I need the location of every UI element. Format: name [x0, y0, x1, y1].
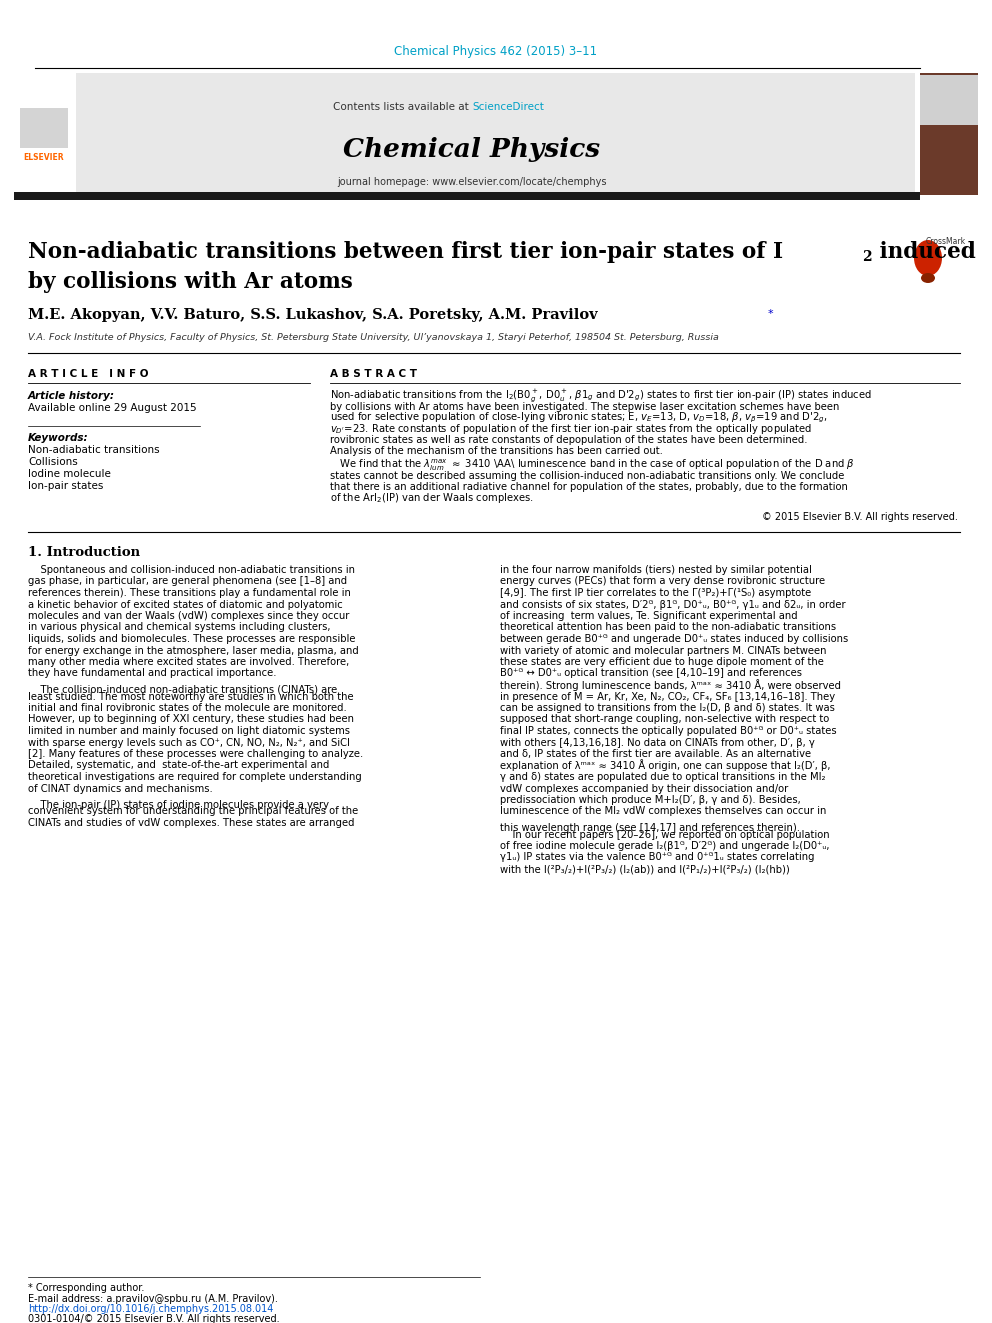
Text: with variety of atomic and molecular partners M. CINATs between: with variety of atomic and molecular par… — [500, 646, 826, 655]
Text: Collisions: Collisions — [28, 456, 77, 467]
Text: with sparse energy levels such as CO⁺, CN, NO, N₂, N₂⁺, and SiCl: with sparse energy levels such as CO⁺, C… — [28, 737, 350, 747]
Text: Chemical Physics 462 (2015) 3–11: Chemical Physics 462 (2015) 3–11 — [395, 45, 597, 58]
Text: supposed that short-range coupling, non-selective with respect to: supposed that short-range coupling, non-… — [500, 714, 829, 725]
Text: theoretical investigations are required for complete understanding: theoretical investigations are required … — [28, 773, 362, 782]
Text: Detailed, systematic, and  state-of-the-art experimental and: Detailed, systematic, and state-of-the-a… — [28, 761, 329, 770]
Text: Ion-pair states: Ion-pair states — [28, 482, 103, 491]
Text: these states are very efficient due to huge dipole moment of the: these states are very efficient due to h… — [500, 658, 824, 667]
Text: that there is an additional radiative channel for population of the states, prob: that there is an additional radiative ch… — [330, 482, 848, 492]
Text: luminescence of the MI₂ vdW complexes themselves can occur in: luminescence of the MI₂ vdW complexes th… — [500, 807, 826, 816]
Text: V.A. Fock Institute of Physics, Faculty of Physics, St. Petersburg State Univers: V.A. Fock Institute of Physics, Faculty … — [28, 333, 719, 343]
Text: The ion-pair (IP) states of iodine molecules provide a very: The ion-pair (IP) states of iodine molec… — [28, 800, 329, 810]
Text: induced: induced — [872, 241, 976, 263]
Text: Non-adiabatic transitions: Non-adiabatic transitions — [28, 445, 160, 455]
Text: convenient system for understanding the principal features of the: convenient system for understanding the … — [28, 807, 358, 816]
Text: rovibronic states as well as rate constants of depopulation of the states have b: rovibronic states as well as rate consta… — [330, 435, 807, 445]
Text: they have fundamental and practical importance.: they have fundamental and practical impo… — [28, 668, 277, 679]
Text: Iodine molecule: Iodine molecule — [28, 468, 111, 479]
Bar — [920, 73, 978, 194]
Text: E-mail address: a.pravilov@spbu.ru (A.M. Pravilov).: E-mail address: a.pravilov@spbu.ru (A.M.… — [28, 1294, 278, 1304]
Text: limited in number and mainly focused on light diatomic systems: limited in number and mainly focused on … — [28, 726, 350, 736]
Text: least studied. The most noteworthy are studies in which both the: least studied. The most noteworthy are s… — [28, 692, 353, 701]
Text: ScienceDirect: ScienceDirect — [472, 102, 544, 112]
Text: Chemical Physics: Chemical Physics — [343, 138, 600, 163]
Text: gas phase, in particular, are general phenomena (see [1–8] and: gas phase, in particular, are general ph… — [28, 577, 347, 586]
Text: predissociation which produce M+I₂(D′, β, γ and δ). Besides,: predissociation which produce M+I₂(D′, β… — [500, 795, 801, 804]
Text: γ1ᵤ) IP states via the valence B0⁺ᴳ and 0⁺ᴳ1ᵤ states correlating: γ1ᵤ) IP states via the valence B0⁺ᴳ and … — [500, 852, 814, 863]
Text: In our recent papers [20–26], we reported on optical population: In our recent papers [20–26], we reporte… — [500, 830, 829, 840]
Text: for energy exchange in the atmosphere, laser media, plasma, and: for energy exchange in the atmosphere, l… — [28, 646, 359, 655]
Text: CrossMark: CrossMark — [926, 238, 966, 246]
Text: references therein). These transitions play a fundamental role in: references therein). These transitions p… — [28, 587, 351, 598]
Text: Keywords:: Keywords: — [28, 433, 88, 443]
Text: in presence of M = Ar, Kr, Xe, N₂, CO₂, CF₄, SF₆ [13,14,16–18]. They: in presence of M = Ar, Kr, Xe, N₂, CO₂, … — [500, 692, 835, 701]
Text: ELSEVIER: ELSEVIER — [24, 153, 64, 163]
Ellipse shape — [914, 239, 942, 277]
Text: γ and δ) states are populated due to optical transitions in the MI₂: γ and δ) states are populated due to opt… — [500, 773, 825, 782]
Text: with others [4,13,16,18]. No data on CINATs from other, D′, β, γ: with others [4,13,16,18]. No data on CIN… — [500, 737, 814, 747]
Text: [4,9]. The first IP tier correlates to the Γ(³P₂)+Γ(¹S₀) asymptote: [4,9]. The first IP tier correlates to t… — [500, 587, 811, 598]
Text: A R T I C L E   I N F O: A R T I C L E I N F O — [28, 369, 149, 378]
Ellipse shape — [921, 273, 935, 283]
Text: explanation of λᵐᵃˣ ≈ 3410 Å origin, one can suppose that I₂(D′, β,: explanation of λᵐᵃˣ ≈ 3410 Å origin, one… — [500, 759, 830, 771]
Text: molecules and van der Waals (vdW) complexes since they occur: molecules and van der Waals (vdW) comple… — [28, 611, 349, 620]
Text: B0⁺ᴳ ↔ D0⁺ᵤ optical transition (see [4,10–19] and references: B0⁺ᴳ ↔ D0⁺ᵤ optical transition (see [4,1… — [500, 668, 802, 679]
Bar — [14, 73, 76, 194]
Text: theoretical attention has been paid to the non-adiabatic transitions: theoretical attention has been paid to t… — [500, 623, 836, 632]
Text: Article history:: Article history: — [28, 392, 115, 401]
Text: in the four narrow manifolds (tiers) nested by similar potential: in the four narrow manifolds (tiers) nes… — [500, 565, 811, 576]
Text: A B S T R A C T: A B S T R A C T — [330, 369, 417, 378]
Text: *: * — [768, 310, 774, 319]
Text: [2]. Many features of these processes were challenging to analyze.: [2]. Many features of these processes we… — [28, 749, 363, 759]
Text: in various physical and chemical systems including clusters,: in various physical and chemical systems… — [28, 623, 330, 632]
Text: of the ArI$_2$(IP) van der Waals complexes.: of the ArI$_2$(IP) van der Waals complex… — [330, 491, 534, 505]
Text: $v_{D'}$=23. Rate constants of population of the first tier ion-pair states from: $v_{D'}$=23. Rate constants of populatio… — [330, 422, 812, 437]
Text: final IP states, connects the optically populated B0⁺ᴳ or D0⁺ᵤ states: final IP states, connects the optically … — [500, 726, 836, 736]
Text: Non-adiabatic transitions between first tier ion-pair states of I: Non-adiabatic transitions between first … — [28, 241, 783, 263]
Text: Spontaneous and collision-induced non-adiabatic transitions in: Spontaneous and collision-induced non-ad… — [28, 565, 355, 576]
Bar — [920, 75, 978, 124]
Text: © 2015 Elsevier B.V. All rights reserved.: © 2015 Elsevier B.V. All rights reserved… — [762, 512, 958, 523]
Text: a kinetic behavior of excited states of diatomic and polyatomic: a kinetic behavior of excited states of … — [28, 599, 343, 610]
Text: used for selective population of close-lying vibronic states; E, $v_E$=13, D, $v: used for selective population of close-l… — [330, 411, 827, 425]
Text: 1. Introduction: 1. Introduction — [28, 545, 140, 558]
Text: states cannot be described assuming the collision-induced non-adiabatic transiti: states cannot be described assuming the … — [330, 471, 844, 482]
Text: of free iodine molecule gerade I₂(β1ᴳ, D′2ᴳ) and ungerade I₂(D0⁺ᵤ,: of free iodine molecule gerade I₂(β1ᴳ, D… — [500, 841, 829, 851]
Text: between gerade B0⁺ᴳ and ungerade D0⁺ᵤ states induced by collisions: between gerade B0⁺ᴳ and ungerade D0⁺ᵤ st… — [500, 634, 848, 644]
Text: Analysis of the mechanism of the transitions has been carried out.: Analysis of the mechanism of the transit… — [330, 446, 663, 456]
Text: Contents lists available at: Contents lists available at — [333, 102, 472, 112]
Text: initial and final rovibronic states of the molecule are monitored.: initial and final rovibronic states of t… — [28, 703, 347, 713]
Text: many other media where excited states are involved. Therefore,: many other media where excited states ar… — [28, 658, 349, 667]
Text: with the I(²P₃/₂)+I(²P₃/₂) (I₂(ab)) and I(²P₁/₂)+I(²P₃/₂) (I₂(hb)): with the I(²P₃/₂)+I(²P₃/₂) (I₂(ab)) and … — [500, 864, 790, 875]
Text: liquids, solids and biomolecules. These processes are responsible: liquids, solids and biomolecules. These … — [28, 634, 355, 644]
Text: and consists of six states, D′2ᴳ, β1ᴳ, D0⁺ᵤ, B0⁺ᴳ, γ1ᵤ and δ2ᵤ, in order: and consists of six states, D′2ᴳ, β1ᴳ, D… — [500, 599, 845, 610]
Text: this wavelength range (see [14,17] and references therein).: this wavelength range (see [14,17] and r… — [500, 823, 800, 833]
Text: energy curves (PECs) that form a very dense rovibronic structure: energy curves (PECs) that form a very de… — [500, 577, 825, 586]
Text: of increasing  term values, Te. Significant experimental and: of increasing term values, Te. Significa… — [500, 611, 798, 620]
Text: The collision-induced non-adiabatic transitions (CINATs) are: The collision-induced non-adiabatic tran… — [28, 685, 337, 695]
Text: journal homepage: www.elsevier.com/locate/chemphys: journal homepage: www.elsevier.com/locat… — [337, 177, 607, 187]
Text: Non-adiabatic transitions from the I$_2$(B0$^+_g$, D0$^+_u$, $\beta$1$_g$ and D': Non-adiabatic transitions from the I$_2$… — [330, 388, 872, 405]
Text: therein). Strong luminescence bands, λᵐᵃˣ ≈ 3410 Å, were observed: therein). Strong luminescence bands, λᵐᵃ… — [500, 679, 841, 691]
Text: CINATs and studies of vdW complexes. These states are arranged: CINATs and studies of vdW complexes. The… — [28, 818, 354, 828]
Bar — [75, 73, 915, 194]
Text: * Corresponding author.: * Corresponding author. — [28, 1283, 145, 1293]
Bar — [14, 192, 920, 200]
Text: Available online 29 August 2015: Available online 29 August 2015 — [28, 404, 196, 413]
Text: 0301-0104/© 2015 Elsevier B.V. All rights reserved.: 0301-0104/© 2015 Elsevier B.V. All right… — [28, 1314, 280, 1323]
Text: We find that the $\lambda^{max}_{lum}$ $\approx$ 3410 \AA\ luminescence band in : We find that the $\lambda^{max}_{lum}$ $… — [330, 458, 855, 472]
Text: http://dx.doi.org/10.1016/j.chemphys.2015.08.014: http://dx.doi.org/10.1016/j.chemphys.201… — [28, 1304, 274, 1314]
Text: of CINAT dynamics and mechanisms.: of CINAT dynamics and mechanisms. — [28, 783, 212, 794]
Text: M.E. Akopyan, V.V. Baturo, S.S. Lukashov, S.A. Poretsky, A.M. Pravilov: M.E. Akopyan, V.V. Baturo, S.S. Lukashov… — [28, 308, 597, 321]
Text: However, up to beginning of XXI century, these studies had been: However, up to beginning of XXI century,… — [28, 714, 354, 725]
Text: and δ, IP states of the first tier are available. As an alternative: and δ, IP states of the first tier are a… — [500, 749, 811, 759]
Text: can be assigned to transitions from the I₂(D, β and δ) states. It was: can be assigned to transitions from the … — [500, 703, 835, 713]
Text: by collisions with Ar atoms: by collisions with Ar atoms — [28, 271, 353, 292]
Text: vdW complexes accompanied by their dissociation and/or: vdW complexes accompanied by their disso… — [500, 783, 789, 794]
Text: by collisions with Ar atoms have been investigated. The stepwise laser excitatio: by collisions with Ar atoms have been in… — [330, 402, 839, 411]
Text: 2: 2 — [862, 250, 872, 265]
Bar — [20, 108, 68, 148]
